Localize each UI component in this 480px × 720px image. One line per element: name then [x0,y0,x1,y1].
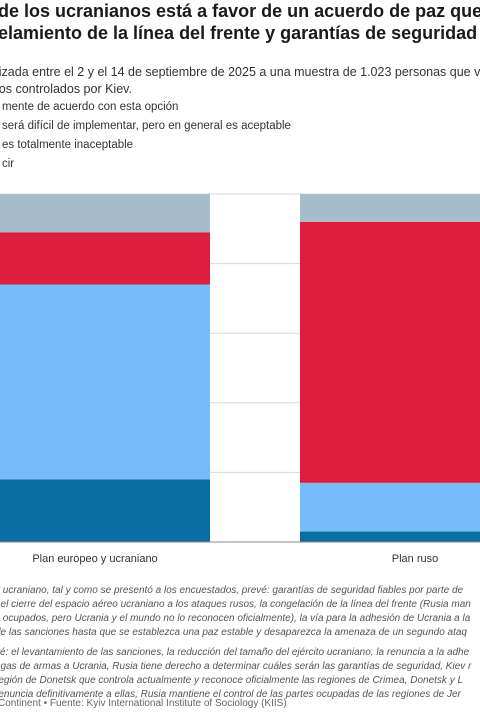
note-line: , el cierre del espacio aéreo ucraniano … [0,599,471,610]
note-european-plan: y ucraniano, tal y como se presentó a lo… [0,584,480,640]
legend-label-agree: mente de acuerdo con esta opción [2,101,179,113]
chart-title: de los ucranianos está a favor de un acu… [0,0,480,44]
source-credit: Continent • Fuente: Kyiv International I… [0,698,287,709]
bar-segment [300,221,480,483]
legend-item-acceptable: será difícil de implementar, pero en gen… [0,117,480,136]
note-russian-plan: vé: el levantamiento de las sanciones, l… [0,646,480,702]
x-tick-label: Plan europeo y ucraniano [32,553,157,565]
bar-segment [0,194,210,233]
note-line: región de Donetsk que controla actualmen… [0,675,464,686]
legend-label-undecided: cir [2,158,15,170]
subtitle-line-1: lizada entre el 2 y el 14 de septiembre … [0,65,480,79]
bar-segment [300,194,480,222]
subtitle-line-2: ios controlados por Kiev. [0,82,132,96]
stacked-bar-chart: Plan europeo y ucraniano Plan ruso [0,193,480,565]
legend-label-unacceptable: es totalmente inaceptable [2,139,134,151]
title-line-2: elamiento de la línea del frente y garan… [0,23,478,43]
note-line: de las sanciones hasta que se establezca… [0,627,467,638]
note-line: y ucraniano, tal y como se presentó a lo… [0,585,464,596]
bar-segment [300,531,480,542]
legend-item-agree: mente de acuerdo con esta opción [0,98,480,117]
bar-segment [300,482,480,532]
methodology-notes: y ucraniano, tal y como se presentó a lo… [0,584,480,702]
bar-segment [0,284,210,480]
chart-subtitle: lizada entre el 2 y el 14 de septiembre … [0,64,480,98]
note-line: egas de armas a Ucrania, Rusia tiene der… [0,661,472,672]
note-line: renuncia definitivamente a ellas, Rusia … [0,689,461,700]
chart-legend: mente de acuerdo con esta opción será di… [0,98,480,174]
note-line: vé: el levantamiento de las sanciones, l… [0,647,470,658]
bar-segment [0,479,210,542]
legend-item-undecided: cir [0,155,480,174]
title-line-1: de los ucranianos está a favor de un acu… [0,1,480,21]
x-tick-label: Plan ruso [392,553,438,565]
bar-segment [0,232,210,285]
legend-label-acceptable: será difícil de implementar, pero en gen… [2,120,291,132]
note-line: s ocupados, pero Ucrania y el mundo no l… [0,613,471,624]
legend-item-unacceptable: es totalmente inaceptable [0,136,480,155]
